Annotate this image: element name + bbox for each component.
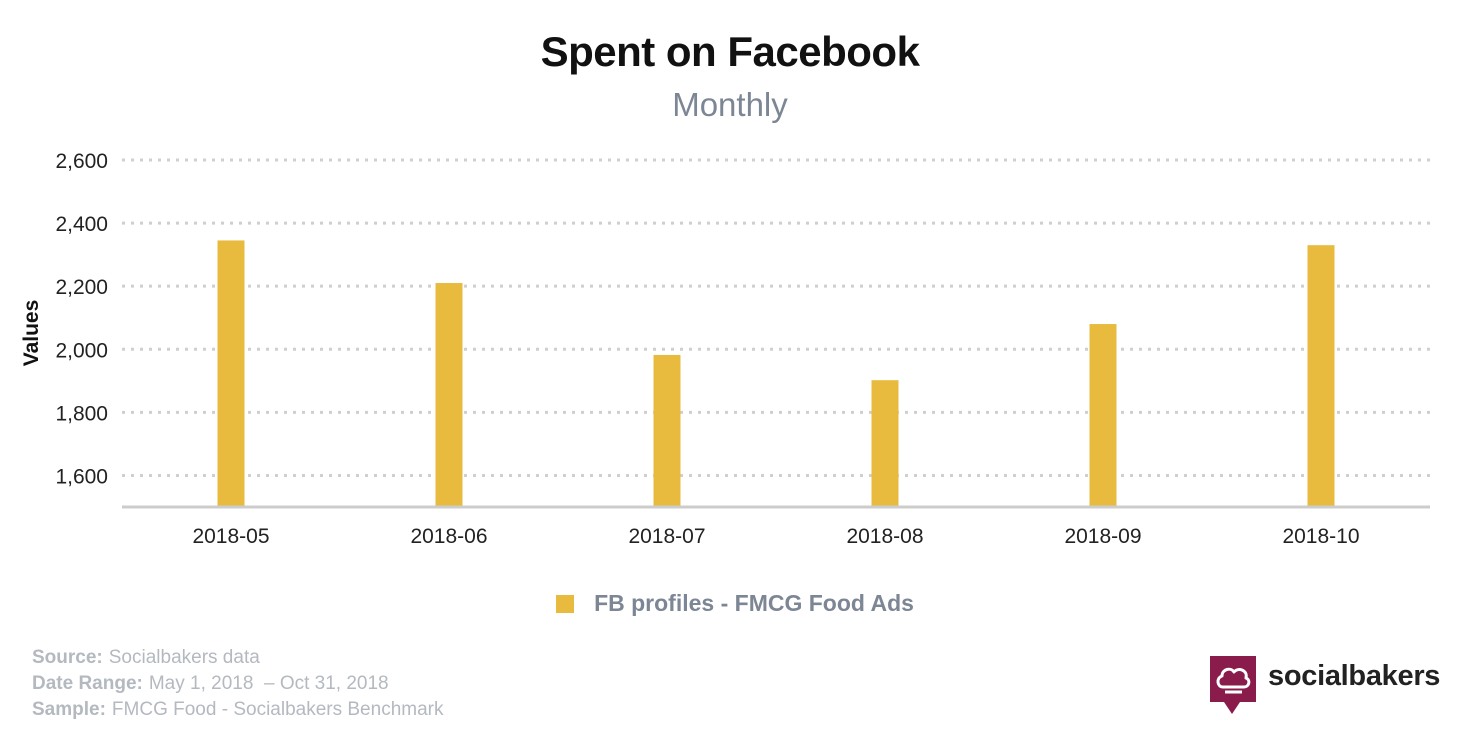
bar [217,240,245,507]
footer-date-range: Date Range: May 1, 2018 – Oct 31, 2018 [32,671,443,697]
bar [1307,245,1335,507]
date-range-label: Date Range: [32,673,143,694]
brand-name: socialbakers [1268,660,1441,692]
bar [1089,324,1117,507]
sample-label: Sample: [32,699,106,720]
x-tick-label: 2018-08 [846,525,923,548]
brand: socialbakers [1210,656,1440,716]
chart-subtitle: Monthly [672,86,788,123]
y-tick-label: 2,600 [55,150,108,173]
legend: FB profiles - FMCG Food Ads [0,590,1460,617]
y-tick-label: 2,200 [55,276,108,299]
x-tick-label: 2018-07 [628,525,705,548]
chart-title: Spent on Facebook [540,28,920,75]
footer-notes: Source: Socialbakers data Date Range: May … [32,645,443,723]
x-tick-label: 2018-06 [410,525,487,548]
x-tick-label: 2018-05 [192,525,269,548]
legend-label: FB profiles - FMCG Food Ads [594,590,914,616]
source-value: Socialbakers data [108,647,260,668]
bar-chart: 1,600 1,800 2,000 2,200 2,400 2,600 Values 2018… [20,150,1430,548]
y-tick-label: 2,400 [55,213,108,236]
source-label: Source: [32,647,103,668]
bar [653,354,681,507]
y-axis-title: Values [20,300,43,367]
date-range-value: May 1, 2018 – Oct 31, 2018 [148,673,389,694]
y-tick-label: 1,600 [55,465,108,488]
x-tick-label: 2018-10 [1282,525,1359,548]
sample-value: FMCG Food - Socialbakers Benchmark [111,699,444,720]
bar [435,283,463,507]
legend-swatch [556,594,575,613]
footer-sample: Sample: FMCG Food - Socialbakers Benchmar… [32,697,443,723]
x-tick-label: 2018-09 [1064,525,1141,548]
footer-source: Source: Socialbakers data [32,645,443,671]
bar [871,380,899,507]
y-tick-label: 2,000 [55,339,108,362]
chef-hat-speech-bubble-icon [1210,656,1256,714]
y-tick-label: 1,800 [55,402,108,425]
